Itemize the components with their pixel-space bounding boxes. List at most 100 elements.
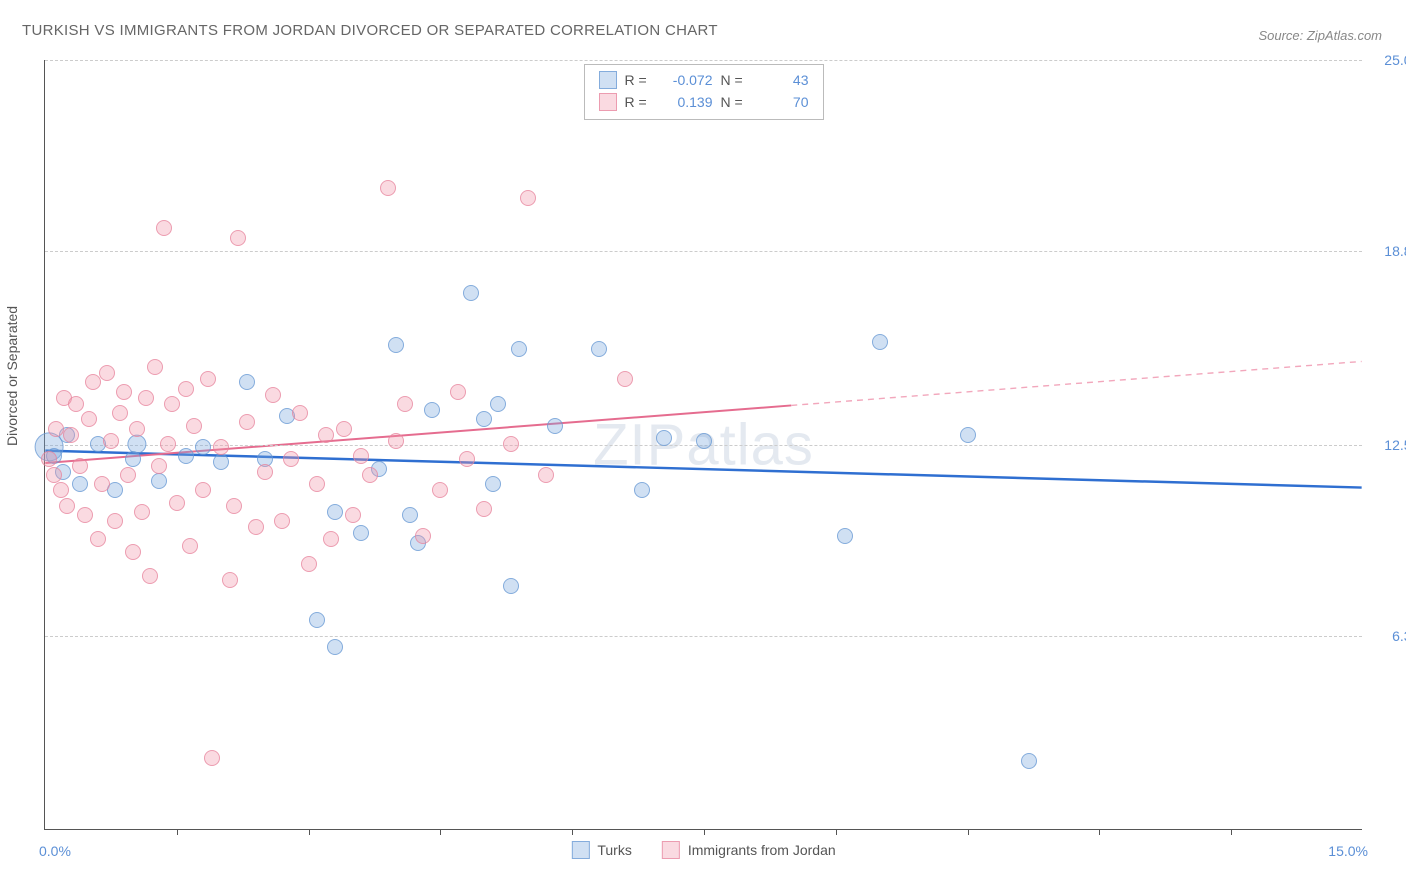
- data-point: [72, 476, 88, 492]
- data-point: [53, 482, 69, 498]
- data-point: [388, 433, 404, 449]
- data-point: [292, 405, 308, 421]
- y-tick-label: 12.5%: [1368, 437, 1406, 453]
- series-legend: Turks Immigrants from Jordan: [571, 841, 835, 859]
- data-point: [837, 528, 853, 544]
- data-point: [459, 451, 475, 467]
- data-point: [151, 473, 167, 489]
- x-tick: [704, 829, 705, 835]
- chart-title: TURKISH VS IMMIGRANTS FROM JORDAN DIVORC…: [22, 22, 718, 39]
- gridline: [45, 60, 1362, 61]
- data-point: [94, 476, 110, 492]
- x-tick: [309, 829, 310, 835]
- legend-row-jordan: R = 0.139 N = 70: [599, 91, 809, 113]
- data-point: [503, 436, 519, 452]
- data-point: [265, 387, 281, 403]
- correlation-legend: R = -0.072 N = 43 R = 0.139 N = 70: [584, 64, 824, 120]
- r-value-turks: -0.072: [661, 69, 713, 91]
- gridline: [45, 251, 1362, 252]
- data-point: [872, 334, 888, 350]
- x-tick: [177, 829, 178, 835]
- data-point: [503, 578, 519, 594]
- data-point: [634, 482, 650, 498]
- data-point: [476, 411, 492, 427]
- data-point: [72, 458, 88, 474]
- n-label: N =: [721, 69, 749, 91]
- data-point: [362, 467, 378, 483]
- data-point: [59, 498, 75, 514]
- data-point: [178, 448, 194, 464]
- x-tick: [1231, 829, 1232, 835]
- data-point: [230, 230, 246, 246]
- data-point: [432, 482, 448, 498]
- data-point: [222, 572, 238, 588]
- x-max-label: 15.0%: [1328, 843, 1368, 859]
- data-point: [178, 381, 194, 397]
- data-point: [617, 371, 633, 387]
- data-point: [204, 750, 220, 766]
- data-point: [125, 451, 141, 467]
- legend-row-turks: R = -0.072 N = 43: [599, 69, 809, 91]
- y-tick-label: 18.8%: [1368, 243, 1406, 259]
- x-tick: [1099, 829, 1100, 835]
- data-point: [116, 384, 132, 400]
- data-point: [239, 414, 255, 430]
- data-point: [129, 421, 145, 437]
- y-tick-label: 6.3%: [1368, 628, 1406, 644]
- data-point: [309, 476, 325, 492]
- data-point: [213, 454, 229, 470]
- data-point: [142, 568, 158, 584]
- r-label: R =: [625, 91, 653, 113]
- data-point: [327, 639, 343, 655]
- data-point: [195, 482, 211, 498]
- data-point: [195, 439, 211, 455]
- data-point: [490, 396, 506, 412]
- data-point: [520, 190, 536, 206]
- data-point: [248, 519, 264, 535]
- swatch-jordan-icon: [599, 93, 617, 111]
- data-point: [164, 396, 180, 412]
- data-point: [327, 504, 343, 520]
- data-point: [112, 405, 128, 421]
- data-point: [336, 421, 352, 437]
- data-point: [547, 418, 563, 434]
- n-value-jordan: 70: [757, 91, 809, 113]
- data-point: [107, 513, 123, 529]
- data-point: [151, 458, 167, 474]
- x-tick: [836, 829, 837, 835]
- legend-label-turks: Turks: [597, 842, 631, 858]
- data-point: [138, 390, 154, 406]
- legend-label-jordan: Immigrants from Jordan: [688, 842, 836, 858]
- y-axis-label: Divorced or Separated: [4, 306, 20, 446]
- swatch-turks-icon: [571, 841, 589, 859]
- data-point: [239, 374, 255, 390]
- x-tick: [440, 829, 441, 835]
- data-point: [99, 365, 115, 381]
- data-point: [380, 180, 396, 196]
- data-point: [323, 531, 339, 547]
- data-point: [463, 285, 479, 301]
- data-point: [388, 337, 404, 353]
- data-point: [120, 467, 136, 483]
- x-tick: [968, 829, 969, 835]
- data-point: [213, 439, 229, 455]
- data-point: [68, 396, 84, 412]
- data-point: [81, 411, 97, 427]
- data-point: [415, 528, 431, 544]
- data-point: [103, 433, 119, 449]
- legend-item-jordan: Immigrants from Jordan: [662, 841, 836, 859]
- data-point: [1021, 753, 1037, 769]
- plot-area: ZIPatlas R = -0.072 N = 43 R = 0.139 N =…: [44, 60, 1362, 830]
- r-value-jordan: 0.139: [661, 91, 713, 113]
- data-point: [511, 341, 527, 357]
- x-min-label: 0.0%: [39, 843, 71, 859]
- data-point: [169, 495, 185, 511]
- data-point: [485, 476, 501, 492]
- data-point: [274, 513, 290, 529]
- x-tick: [572, 829, 573, 835]
- data-point: [656, 430, 672, 446]
- data-point: [160, 436, 176, 452]
- data-point: [353, 448, 369, 464]
- data-point: [134, 504, 150, 520]
- data-point: [90, 531, 106, 547]
